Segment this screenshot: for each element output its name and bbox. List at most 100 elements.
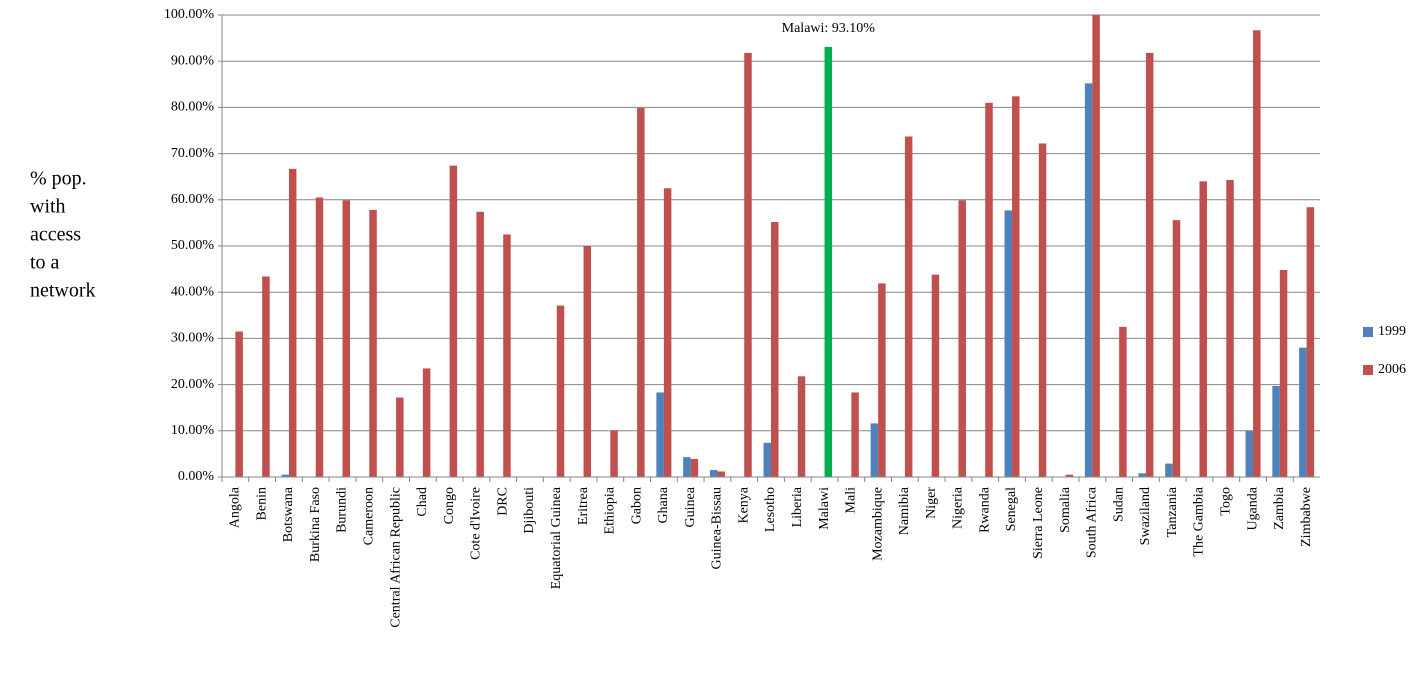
bar [262,276,270,477]
x-tick-label: Eritrea [576,486,591,525]
bar [1065,474,1074,477]
legend-swatch [1363,327,1373,337]
bar [396,397,404,477]
y-tick-label: 30.00% [171,331,215,346]
x-tick-label: Ghana [656,486,671,523]
x-tick-label: The Gambia [1192,486,1207,556]
x-tick-label: Ethiopia [603,486,618,534]
x-tick-label: Nigeria [951,486,966,529]
x-tick-label: Kenya [736,486,751,523]
x-tick-label: Cote d'Ivoire [469,487,484,560]
bar [1038,143,1047,477]
x-tick-label: Rwanda [977,486,992,533]
x-tick-label: Benin [254,487,269,520]
x-tick-label: Togo [1218,487,1233,516]
x-tick-label: Swaziland [1138,487,1153,545]
x-tick-label: Lesotho [763,487,778,532]
y-tick-label: 10.00% [171,423,215,438]
x-tick-label: Sudan [1111,487,1126,522]
x-tick-label: Central African Republic [388,487,403,628]
bar [931,274,940,477]
bar [797,376,806,477]
x-tick-label: Mozambique [870,487,885,561]
legend-swatch [1363,365,1373,375]
x-tick-label: Malawi [817,487,832,530]
bar [690,458,699,477]
y-tick-label: 80.00% [171,100,215,115]
x-tick-label: Uganda [1245,486,1260,530]
bar [683,457,691,477]
bar [1306,207,1315,477]
x-tick-label: DRC [495,487,510,516]
bar [744,52,752,477]
y-tick-label: 60.00% [171,192,215,207]
bar [656,392,664,477]
bar [1199,181,1207,477]
bar [235,331,243,477]
bar [763,442,771,477]
bar [904,136,913,478]
annotation: Malawi: 93.10% [782,21,876,36]
bar [851,392,859,477]
x-tick-label: Sierra Leone [1031,487,1046,559]
bar [771,221,779,477]
bar [422,368,431,477]
x-tick-label: Botswana [281,486,296,542]
x-tick-label: Mali [844,487,859,514]
x-tick-label: Burundi [335,487,350,533]
x-tick-label: Guinea [683,486,698,527]
bar [369,209,377,478]
x-tick-label: Zimbabwe [1299,487,1314,547]
bar [1165,463,1173,477]
bar [610,430,618,477]
bar [663,188,672,477]
y-axis-label: network [30,280,96,302]
bar [1145,52,1154,477]
bar [824,46,833,478]
bar [958,200,966,477]
bar [1226,179,1234,477]
x-tick-label: Congo [442,487,457,524]
x-tick-label: Liberia [790,486,805,527]
y-tick-label: 50.00% [171,238,215,253]
bar [503,234,511,477]
y-axis-label: % pop. [30,168,87,190]
legend-label: 1999 [1378,324,1406,339]
bar [1004,210,1013,477]
y-tick-label: 40.00% [171,284,215,299]
x-tick-label: Zambia [1272,486,1287,530]
x-tick-label: Somalia [1058,486,1073,533]
bar [1092,15,1100,477]
y-axis-label: to a [30,252,60,274]
bar [449,165,458,477]
bar [985,102,993,477]
bar [1012,96,1020,477]
bar [476,211,484,477]
y-tick-label: 20.00% [171,377,215,392]
x-tick-label: Burkina Faso [308,487,323,562]
x-tick-label: Guinea-Bissau [710,487,725,569]
y-tick-label: 0.00% [178,469,215,484]
x-tick-label: Angola [228,486,243,528]
bar [709,470,718,477]
x-tick-label: Cameroon [362,487,377,545]
bar [1172,220,1181,478]
legend-label: 2006 [1378,362,1406,377]
bar [583,246,592,477]
x-tick-label: Equatorial Guinea [549,486,564,589]
y-tick-label: 100.00% [164,7,215,22]
x-tick-label: Chad [415,487,430,517]
bar [717,471,725,477]
bar [1272,385,1280,477]
bar [1138,473,1146,477]
x-tick-label: Tanzania [1165,486,1180,537]
x-tick-label: Senegal [1004,487,1019,531]
bar [1084,83,1093,477]
y-axis-label: with [30,196,66,218]
y-axis-label: access [30,224,81,246]
x-tick-label: South Africa [1085,486,1100,558]
y-tick-label: 90.00% [171,53,215,68]
x-tick-label: Gabon [629,487,644,524]
bar [315,197,324,478]
